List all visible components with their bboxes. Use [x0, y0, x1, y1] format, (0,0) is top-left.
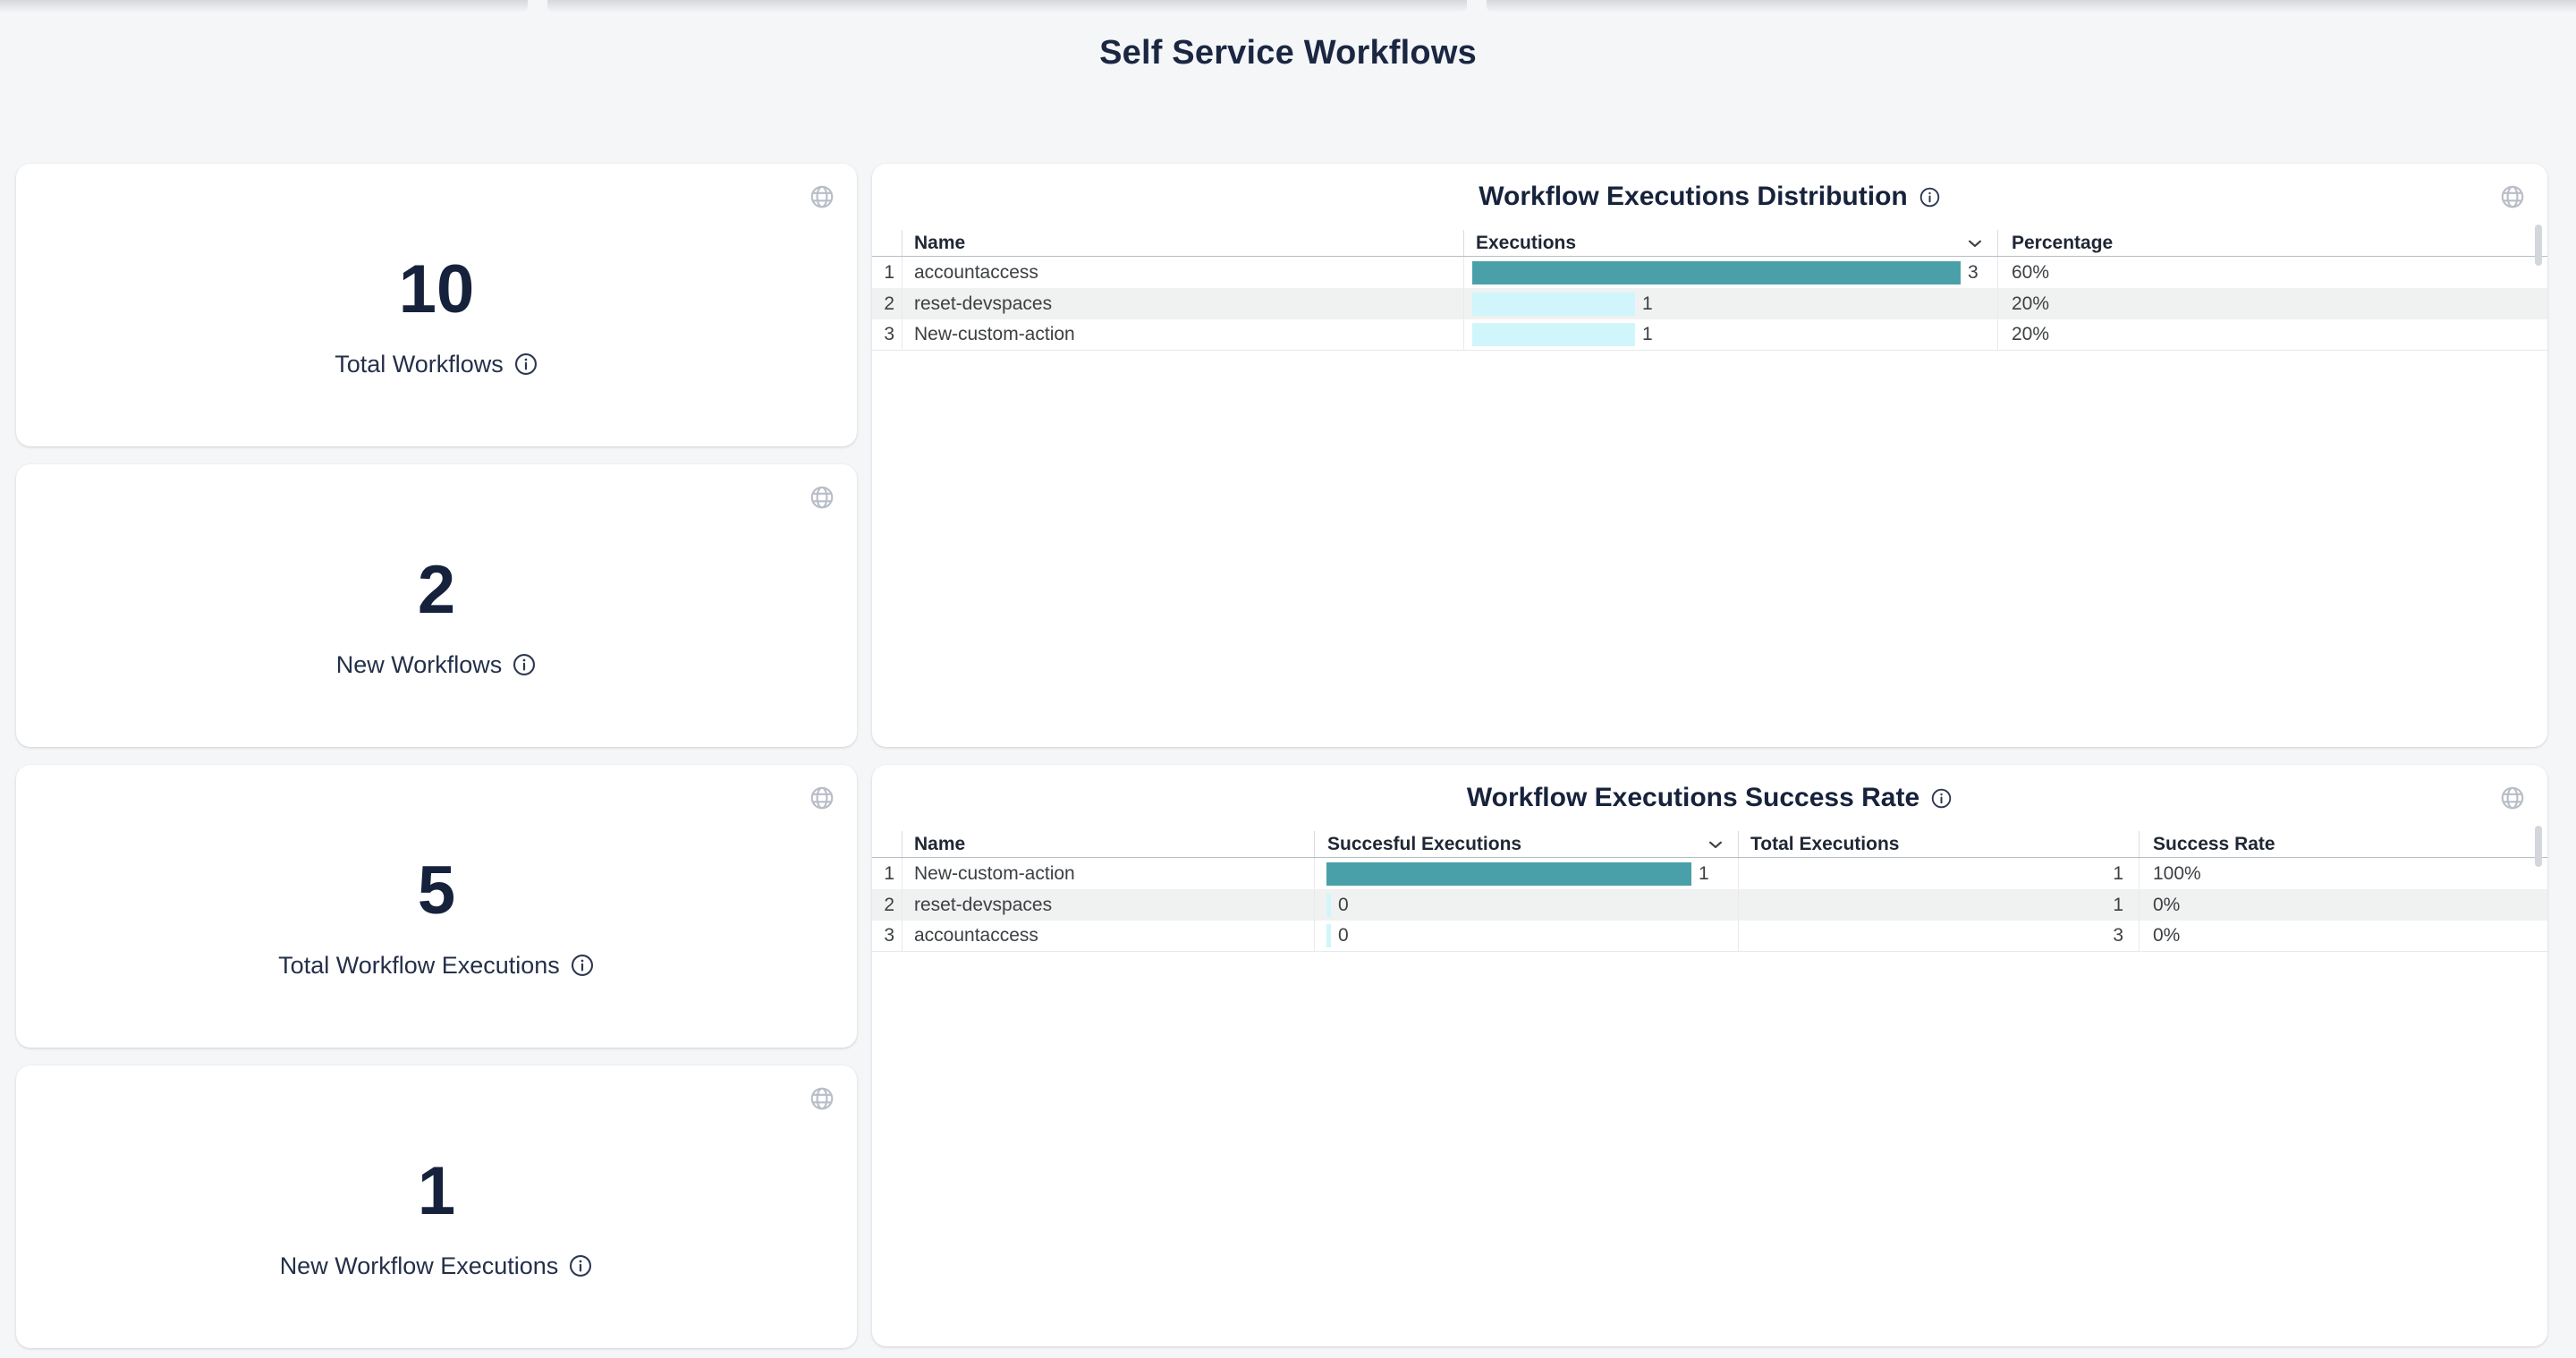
- row-index: 2: [884, 894, 894, 915]
- row-index: 2: [884, 293, 894, 314]
- successful-executions-value: 0: [1338, 894, 1349, 915]
- stat-label: New Workflows: [335, 650, 503, 678]
- chevron-down-icon: [1965, 233, 1985, 253]
- executions-bar-cell: 1: [1463, 288, 1997, 319]
- table-row[interactable]: 2 reset-devspaces 1 20%: [872, 288, 2547, 319]
- header-name[interactable]: Name: [902, 831, 1314, 857]
- stat-value: 1: [417, 1152, 456, 1229]
- successful-bar-cell: 0: [1314, 889, 1738, 921]
- total-executions-value: 1: [1738, 889, 2139, 921]
- percentage-value: 20%: [1997, 288, 2547, 319]
- workflow-name: reset-devspaces: [902, 889, 1314, 921]
- stat-value: 10: [398, 250, 475, 327]
- percentage-value: 20%: [1997, 319, 2547, 350]
- successful-executions-bar: [1326, 861, 1691, 886]
- stat-value: 2: [417, 551, 456, 628]
- executions-bar-cell: 3: [1463, 257, 1997, 288]
- success-rate-value: 100%: [2139, 858, 2547, 889]
- info-icon[interactable]: [513, 352, 538, 377]
- workflow-name: accountaccess: [902, 257, 1463, 288]
- workflow-executions-success-rate-card: Workflow Executions Success Rate Name Su…: [872, 765, 2547, 1346]
- successful-executions-bar: [1326, 893, 1331, 917]
- globe-icon[interactable]: [2499, 183, 2526, 210]
- table-row[interactable]: 2 reset-devspaces 0 1 0%: [872, 889, 2547, 921]
- row-index: 3: [884, 925, 894, 946]
- page-title: Self Service Workflows: [1099, 34, 1477, 72]
- success-rate-value: 0%: [2139, 889, 2547, 921]
- stat-label: Total Workflows: [335, 350, 504, 378]
- executions-bar: [1472, 323, 1635, 346]
- stat-label: Total Workflow Executions: [278, 951, 560, 979]
- table-column: Workflow Executions Distribution Name Ex…: [872, 164, 2547, 1348]
- chevron-down-icon: [1706, 835, 1725, 854]
- successful-executions-bar: [1326, 924, 1331, 947]
- header-index: [872, 831, 902, 857]
- stat-label: New Workflow Executions: [279, 1252, 559, 1279]
- globe-icon[interactable]: [809, 1085, 835, 1112]
- scrollbar-thumb[interactable]: [2535, 225, 2542, 266]
- header-total-executions[interactable]: Total Executions: [1738, 831, 2139, 857]
- workflow-name: accountaccess: [902, 921, 1314, 951]
- dashboard-layout: 10 Total Workflows 2: [16, 164, 2547, 1348]
- workflow-name: reset-devspaces: [902, 288, 1463, 319]
- successful-executions-value: 1: [1699, 862, 1709, 884]
- percentage-value: 60%: [1997, 257, 2547, 288]
- stat-card-new-workflows: 2 New Workflows: [16, 464, 857, 747]
- info-icon[interactable]: [1930, 787, 1953, 810]
- executions-bar: [1472, 292, 1635, 316]
- table-title: Workflow Executions Distribution: [1479, 182, 1908, 211]
- workflow-name: New-custom-action: [902, 319, 1463, 350]
- total-executions-value: 3: [1738, 921, 2139, 951]
- row-index: 1: [884, 261, 894, 283]
- workflow-executions-distribution-card: Workflow Executions Distribution Name Ex…: [872, 164, 2547, 747]
- table-row[interactable]: 3 New-custom-action 1 20%: [872, 319, 2547, 351]
- table-row[interactable]: 3 accountaccess 0 3 0%: [872, 921, 2547, 952]
- top-strip-segment: [0, 0, 528, 13]
- stat-card-new-workflow-executions: 1 New Workflow Executions: [16, 1065, 857, 1348]
- stat-card-column: 10 Total Workflows 2: [16, 164, 857, 1348]
- info-icon[interactable]: [1919, 186, 1941, 208]
- info-icon[interactable]: [570, 953, 595, 978]
- header-successful-executions[interactable]: Succesful Executions: [1314, 831, 1738, 857]
- table-row[interactable]: 1 accountaccess 3 60%: [872, 257, 2547, 288]
- header-executions[interactable]: Executions: [1463, 230, 1997, 256]
- info-icon[interactable]: [568, 1253, 593, 1278]
- table-row[interactable]: 1 New-custom-action 1 1 100%: [872, 858, 2547, 889]
- total-executions-value: 1: [1738, 858, 2139, 889]
- row-index: 3: [884, 324, 894, 344]
- successful-executions-value: 0: [1338, 925, 1349, 946]
- stat-value: 5: [417, 852, 456, 929]
- globe-icon[interactable]: [2499, 785, 2526, 811]
- scrollbar-thumb[interactable]: [2535, 826, 2542, 867]
- top-strip-segment: [547, 0, 1467, 13]
- table-header-row: Name Executions Percentage: [872, 230, 2547, 257]
- header-index: [872, 230, 902, 256]
- header-name[interactable]: Name: [902, 230, 1463, 256]
- table-header-row: Name Succesful Executions Total Executio…: [872, 831, 2547, 858]
- top-strip-segment: [1487, 0, 2576, 13]
- globe-icon[interactable]: [809, 183, 835, 210]
- globe-icon[interactable]: [809, 484, 835, 511]
- stat-card-total-workflows: 10 Total Workflows: [16, 164, 857, 446]
- row-index: 1: [884, 862, 894, 884]
- globe-icon[interactable]: [809, 785, 835, 811]
- success-rate-value: 0%: [2139, 921, 2547, 951]
- stat-card-total-workflow-executions: 5 Total Workflow Executions: [16, 765, 857, 1048]
- header-percentage[interactable]: Percentage: [1997, 230, 2547, 256]
- executions-value: 3: [1968, 261, 1979, 283]
- header-success-rate[interactable]: Success Rate: [2139, 831, 2547, 857]
- successful-bar-cell: 1: [1314, 858, 1738, 889]
- successful-bar-cell: 0: [1314, 921, 1738, 951]
- info-icon[interactable]: [512, 652, 537, 677]
- executions-bar: [1472, 260, 1961, 284]
- workflow-name: New-custom-action: [902, 858, 1314, 889]
- executions-value: 1: [1642, 293, 1653, 314]
- table-title: Workflow Executions Success Rate: [1466, 783, 1920, 812]
- executions-bar-cell: 1: [1463, 319, 1997, 350]
- executions-value: 1: [1642, 324, 1653, 344]
